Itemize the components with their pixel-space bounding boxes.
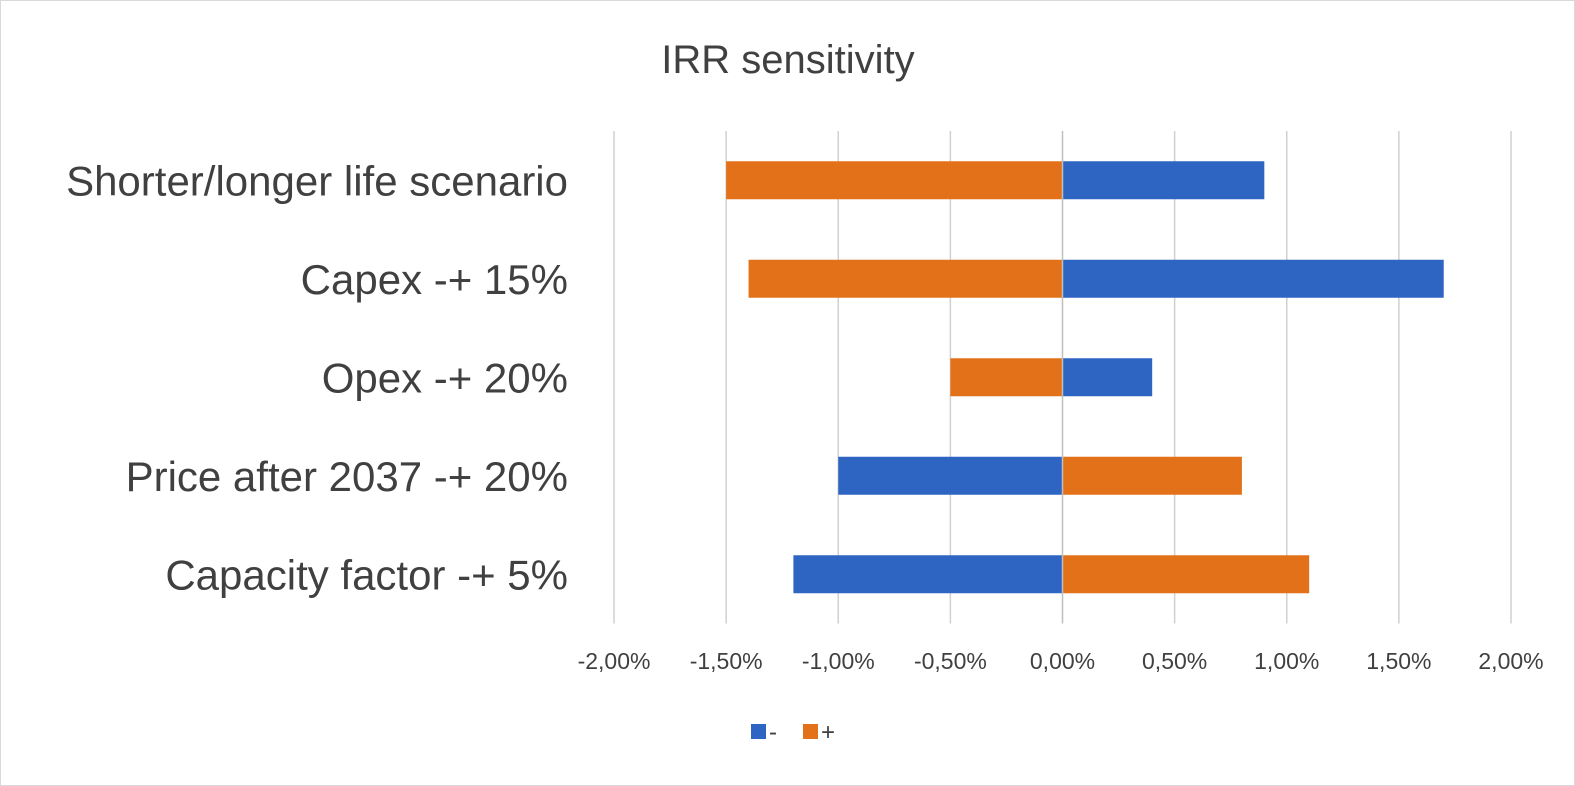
bar-minus-4: [793, 555, 1063, 594]
bar-plus-1: [748, 259, 1063, 298]
bar-minus-3: [838, 456, 1063, 495]
x-tick-labels: -2,00% -1,50% -1,00% -0,50% 0,00% 0,50% 1,00% 1…: [578, 648, 1544, 674]
category-label-4: Capacity factor -+ 5%: [165, 551, 568, 598]
x-tick-label-0: -2,00%: [578, 648, 651, 674]
bar-minus-2: [1062, 358, 1153, 397]
category-labels: Shorter/longer life scenario Capex -+ 15%…: [66, 157, 568, 598]
x-tick-label-7: 1,50%: [1366, 648, 1431, 674]
bar-plus-0: [726, 161, 1063, 200]
legend-label-minus: -: [769, 719, 777, 746]
legend-label-plus: +: [821, 719, 835, 746]
bar-plus-3: [1062, 456, 1242, 495]
x-tick-label-1: -1,50%: [690, 648, 763, 674]
x-tick-label-6: 1,00%: [1254, 648, 1319, 674]
x-tick-label-4: 0,00%: [1030, 648, 1095, 674]
category-label-0: Shorter/longer life scenario: [66, 157, 568, 204]
bar-minus-1: [1062, 259, 1444, 298]
bar-minus-0: [1062, 161, 1265, 200]
category-label-1: Capex -+ 15%: [301, 256, 568, 303]
category-label-2: Opex -+ 20%: [322, 354, 568, 401]
chart-title: IRR sensitivity: [661, 38, 914, 82]
bar-plus-4: [1062, 555, 1310, 594]
legend-swatch-plus: [803, 724, 818, 739]
legend: - +: [751, 719, 835, 746]
x-tick-label-8: 2,00%: [1478, 648, 1543, 674]
legend-swatch-minus: [751, 724, 766, 739]
x-tick-label-3: -0,50%: [914, 648, 987, 674]
x-tick-label-2: -1,00%: [802, 648, 875, 674]
x-tick-label-5: 0,50%: [1142, 648, 1207, 674]
gridlines: [613, 131, 1512, 624]
category-label-3: Price after 2037 -+ 20%: [126, 453, 568, 500]
bar-plus-2: [950, 358, 1063, 397]
bars: [726, 161, 1444, 594]
